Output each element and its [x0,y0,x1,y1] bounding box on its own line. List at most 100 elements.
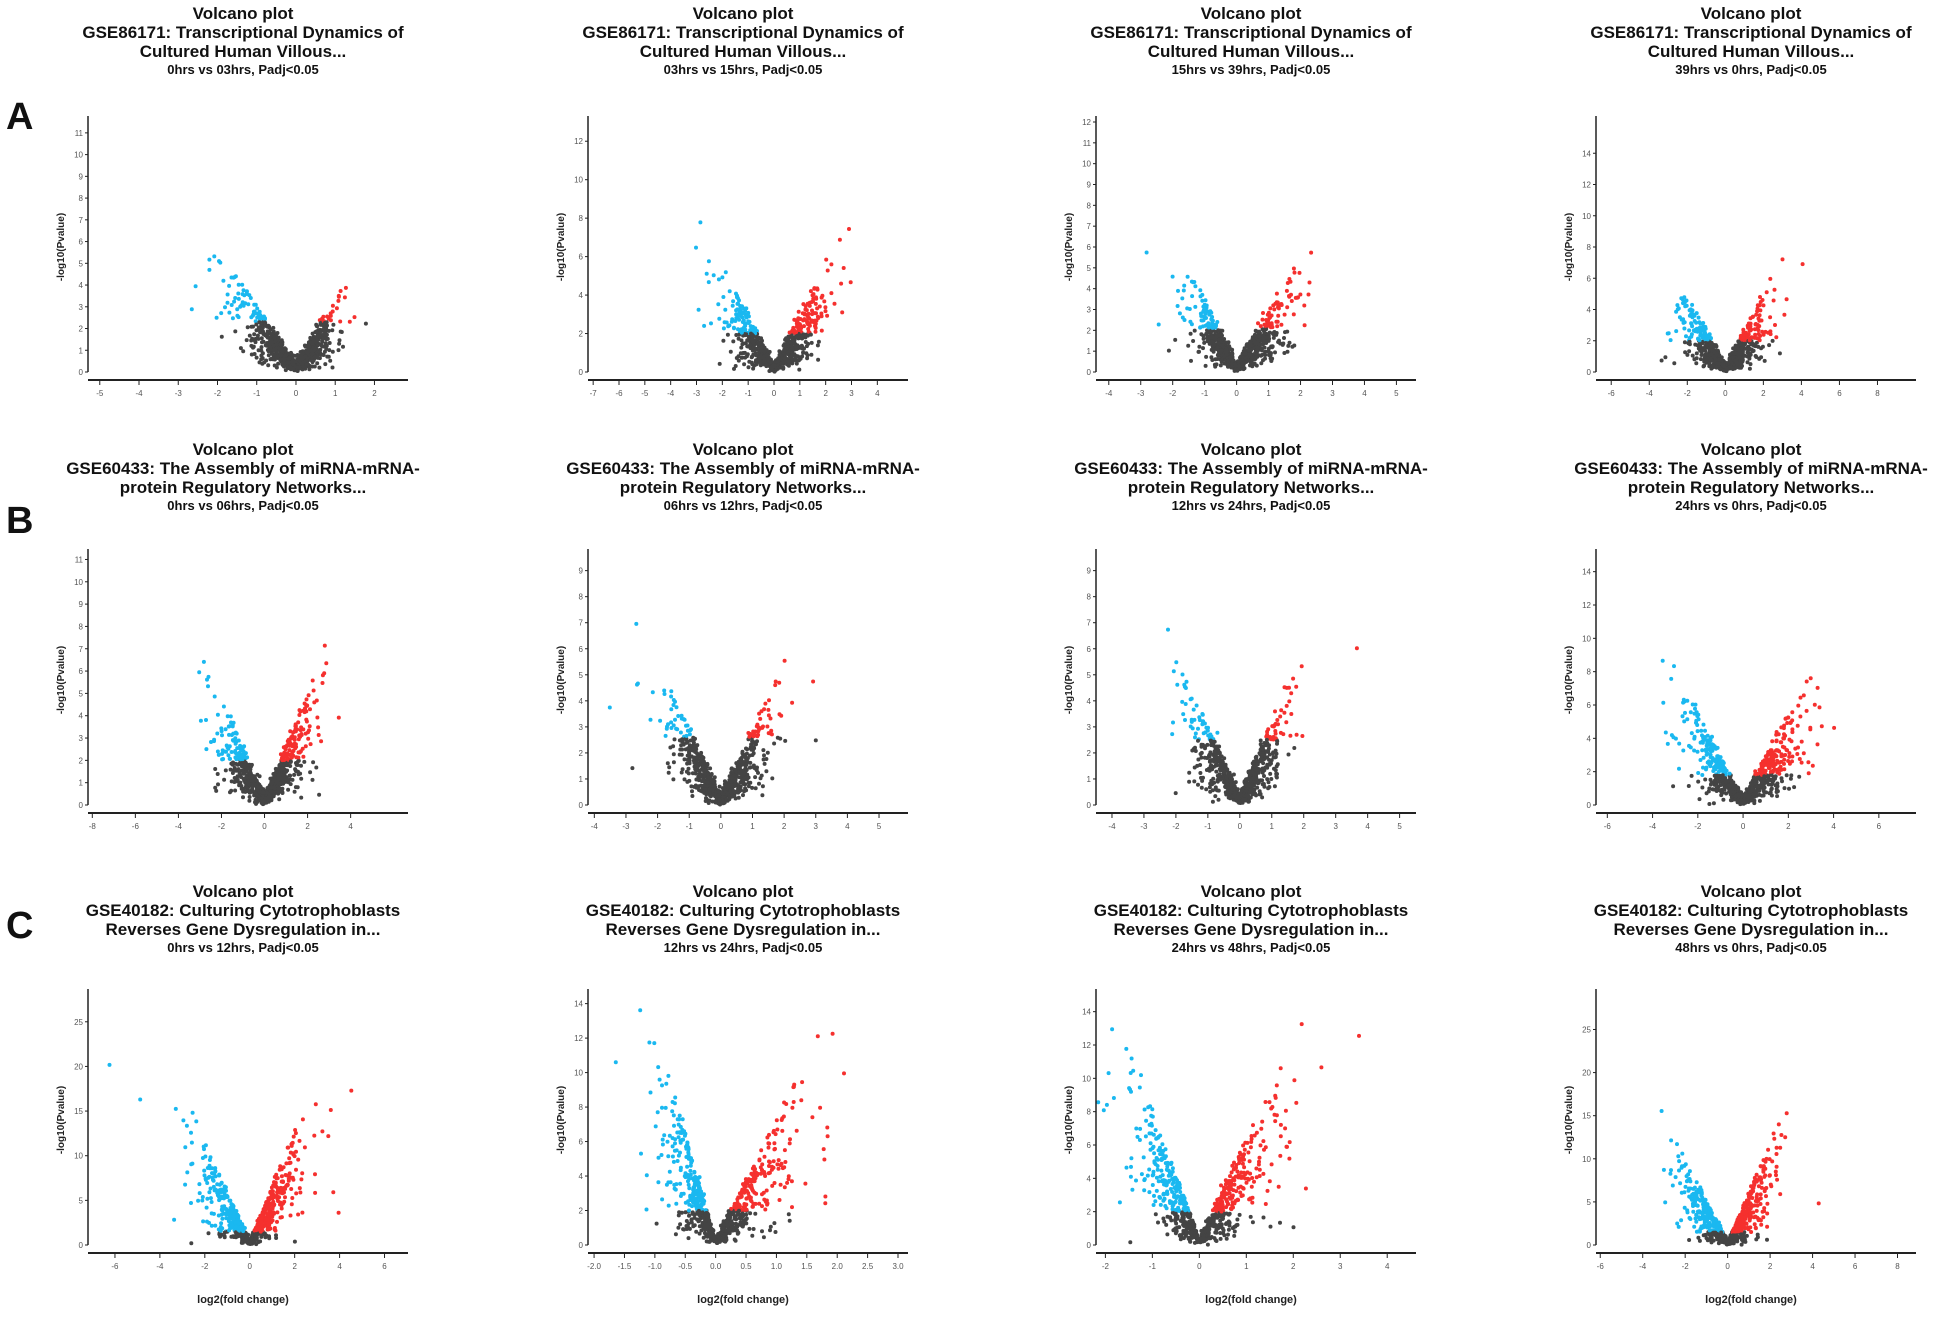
y-tick-label: 0 [79,368,84,377]
down-point [684,723,688,728]
down-point [216,752,221,757]
ns-point [268,344,273,349]
down-point [731,325,736,330]
up-point [773,679,778,684]
ns-point [1242,346,1247,351]
up-point [1276,313,1281,318]
ns-point [235,762,240,767]
x-tick-label: 1 [333,389,338,398]
ns-point [797,367,802,372]
up-point [813,326,818,330]
y-tick-label: 11 [1083,139,1092,148]
up-point [1276,306,1281,311]
up-point [1307,280,1312,285]
y-tick-label: 0 [79,801,84,810]
ns-point [1707,361,1712,366]
down-point [227,732,231,737]
ns-point [793,356,798,361]
down-point [664,726,669,731]
ns-point [268,327,273,332]
ns-point [686,746,691,751]
ns-point [229,788,234,793]
ns-point [1243,351,1248,356]
ns-point [257,774,262,779]
x-tick-label: 0 [772,389,777,398]
ns-point [764,769,769,774]
ns-point [704,768,709,772]
ns-point [1747,366,1752,371]
down-point [1690,308,1695,313]
down-point [215,731,220,736]
up-point [1302,323,1307,328]
chart-subtitle-2: protein Regulatory Networks... [619,478,867,497]
ns-point [270,781,275,786]
up-point [1757,318,1762,323]
ns-point [1267,330,1272,335]
y-tick-label: 1 [579,775,584,784]
x-tick-label: 4 [1799,389,1804,398]
up-point [814,296,819,301]
down-point [669,720,674,725]
ns-point [745,338,750,343]
ns-point [809,352,814,357]
ns-point [1694,361,1699,366]
ns-point [339,330,344,334]
y-tick-label: 2 [79,325,84,334]
up-point [1756,332,1761,336]
chart-title: Volcano plot [192,440,294,459]
x-tick-label: -4 [667,389,675,398]
x-tick-label: -4 [1646,389,1654,398]
ns-point [720,786,725,791]
ns-point [758,363,763,368]
down-point [694,245,698,250]
up-point [310,678,315,683]
up-point [1306,292,1311,297]
ns-point [779,361,784,366]
up-point [779,713,784,718]
up-point [1768,315,1773,320]
ns-point [328,358,333,363]
ns-point [707,789,712,794]
ns-point [764,757,769,761]
ns-point [269,351,274,356]
ns-point [1237,363,1242,368]
down-point [734,291,738,296]
ns-point [266,353,271,358]
ns-point [228,767,233,772]
chart-title: Volcano plot GSE60433: The Assembly of mi… [1031,440,1471,514]
down-point [244,755,249,760]
ns-point [290,777,295,782]
down-point [727,289,732,294]
ns-point [1238,367,1243,372]
down-point [1677,315,1682,320]
up-point [1289,292,1293,297]
ns-point [717,784,722,789]
down-point [1193,284,1198,289]
ns-point [744,788,749,793]
ns-point [748,745,753,750]
down-point [230,724,235,729]
ns-point [815,343,820,348]
ns-point [696,764,701,768]
up-point [1749,327,1754,332]
down-point [1698,332,1703,336]
up-point [1774,335,1779,340]
down-point [721,326,726,331]
y-tick-label: 2 [79,756,84,765]
ns-point [1287,340,1292,345]
ns-point [744,768,749,773]
up-point [1760,329,1765,334]
ns-point [782,356,787,361]
up-point [746,731,751,735]
down-point [1191,280,1196,285]
ns-point [272,347,277,352]
chart-comparison: 0hrs vs 03hrs, Padj<0.05 [167,62,319,77]
down-point [1156,322,1161,327]
down-point [230,316,235,321]
y-tick-label: 4 [579,697,584,706]
down-point [233,755,238,760]
ns-point [276,789,281,794]
down-point [236,296,241,301]
ns-point [263,332,268,337]
ns-point [749,360,754,365]
